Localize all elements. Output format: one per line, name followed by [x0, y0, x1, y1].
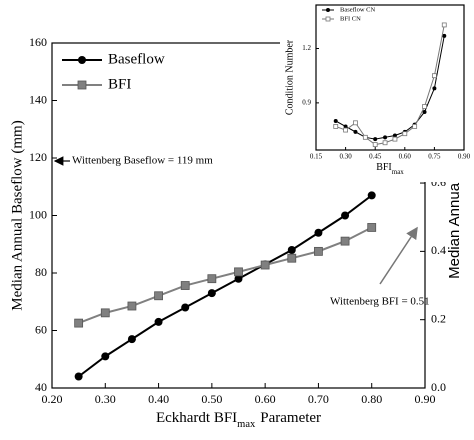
- inset-chart: 0.15 0.30 0.45 0.60 0.75 0.90 0.9 1.2 BFImax Cond…: [280, 0, 474, 182]
- point: [181, 303, 190, 312]
- x-tick-label: 0.30: [339, 153, 352, 161]
- x-tick-label: 0.75: [428, 153, 441, 161]
- x-axis-label-part: max: [237, 420, 256, 431]
- point: [260, 260, 270, 270]
- point: [392, 136, 398, 142]
- y-tick-label: 80: [35, 265, 47, 279]
- point: [343, 124, 348, 129]
- point: [333, 124, 339, 129]
- point: [383, 135, 388, 140]
- point: [372, 142, 378, 147]
- annotation-arrow: [379, 226, 418, 285]
- point: [234, 267, 243, 277]
- legend-label: Baseflow CN: [340, 6, 376, 13]
- x-axis-label-part: Eckhardt BFI: [156, 411, 237, 427]
- legend-label: BFI: [108, 76, 131, 92]
- point: [353, 120, 358, 126]
- point: [373, 137, 378, 142]
- point: [341, 211, 350, 220]
- y-tick-label: 40: [35, 380, 47, 394]
- x-tick-label: 0.90: [458, 153, 471, 161]
- x-axis-label-part: max: [392, 168, 405, 176]
- point: [207, 289, 216, 298]
- x-tick-label: 0.30: [95, 392, 116, 406]
- point: [207, 274, 217, 284]
- x-tick-label: 0.50: [201, 392, 222, 406]
- point: [100, 308, 110, 318]
- y-tick-label: 100: [29, 207, 47, 221]
- point: [343, 127, 349, 133]
- point: [287, 246, 296, 254]
- point: [441, 22, 447, 28]
- legend-label: BFI CN: [340, 15, 361, 22]
- y2-tick-label: 0.0: [431, 380, 446, 394]
- x-tick-label: 0.60: [399, 153, 412, 161]
- point: [74, 372, 83, 381]
- point: [353, 129, 358, 134]
- inset-background: [280, 0, 474, 182]
- point: [431, 73, 437, 79]
- y-axis-label: Condition Number: [284, 39, 295, 115]
- series-line: [78, 194, 373, 378]
- series-line: [78, 226, 373, 325]
- x-axis-label-part: Parameter: [260, 411, 321, 427]
- legend-marker: [78, 56, 86, 64]
- annotation: Wittenberg BFI = 0.51: [330, 296, 430, 308]
- y-tick-label: 60: [35, 322, 47, 336]
- y-tick-label: 0.9: [302, 98, 311, 106]
- point: [340, 236, 350, 246]
- point: [392, 133, 397, 138]
- legend-marker: [77, 80, 87, 90]
- x-tick-label: 0.90: [415, 392, 436, 406]
- y2-tick-label: 0.4: [431, 243, 446, 257]
- main-chart: 0.20 0.30 0.40 0.50 0.60 0.70 0.80 0.90 40 60 80 10…: [9, 35, 463, 431]
- point: [442, 33, 447, 38]
- legend-label: Baseflow: [108, 51, 165, 67]
- y2-axis-label: Median Annual BFI: [446, 152, 463, 279]
- point: [314, 228, 323, 237]
- point: [180, 281, 190, 290]
- point: [367, 191, 376, 200]
- x-axis-label-part: BFI: [376, 162, 392, 173]
- x-axis-label: Eckhardt BFImax Parameter: [156, 411, 321, 431]
- point: [422, 109, 427, 114]
- point: [234, 274, 243, 283]
- point: [412, 124, 418, 129]
- point: [127, 335, 136, 344]
- y-tick-label: 120: [29, 150, 47, 164]
- point: [333, 119, 338, 123]
- point: [402, 131, 408, 137]
- legend-marker: [325, 16, 331, 22]
- point: [362, 134, 368, 140]
- x-tick-label: 0.80: [361, 392, 382, 406]
- point: [382, 140, 388, 146]
- x-tick-label: 0.45: [369, 153, 382, 161]
- point: [287, 253, 297, 263]
- point: [154, 291, 163, 301]
- x-tick-label: 0.70: [308, 392, 329, 406]
- x-axis-label: BFImax: [376, 162, 404, 175]
- y-tick-label: 1.2: [302, 44, 311, 52]
- x-tick-label: 0.15: [310, 153, 323, 161]
- point: [101, 352, 110, 361]
- y2-tick-label: 0.2: [431, 311, 446, 325]
- x-tick-label: 0.40: [148, 392, 169, 406]
- annotation: Wittenberg Baseflow = 119 mm: [72, 155, 213, 167]
- point: [127, 301, 137, 311]
- y-tick-label: 160: [29, 35, 47, 49]
- y-axis-label: Median Annual Baseflow (mm): [9, 120, 25, 310]
- point: [154, 317, 163, 326]
- point: [432, 86, 437, 91]
- point: [74, 318, 84, 328]
- x-tick-label: 0.20: [42, 392, 63, 406]
- x-tick-label: 0.60: [255, 392, 276, 406]
- point: [422, 104, 427, 109]
- point: [314, 246, 323, 256]
- legend-marker: [326, 8, 330, 12]
- plot-frame: [315, 4, 465, 151]
- point: [367, 223, 377, 232]
- y-tick-label: 140: [29, 92, 47, 106]
